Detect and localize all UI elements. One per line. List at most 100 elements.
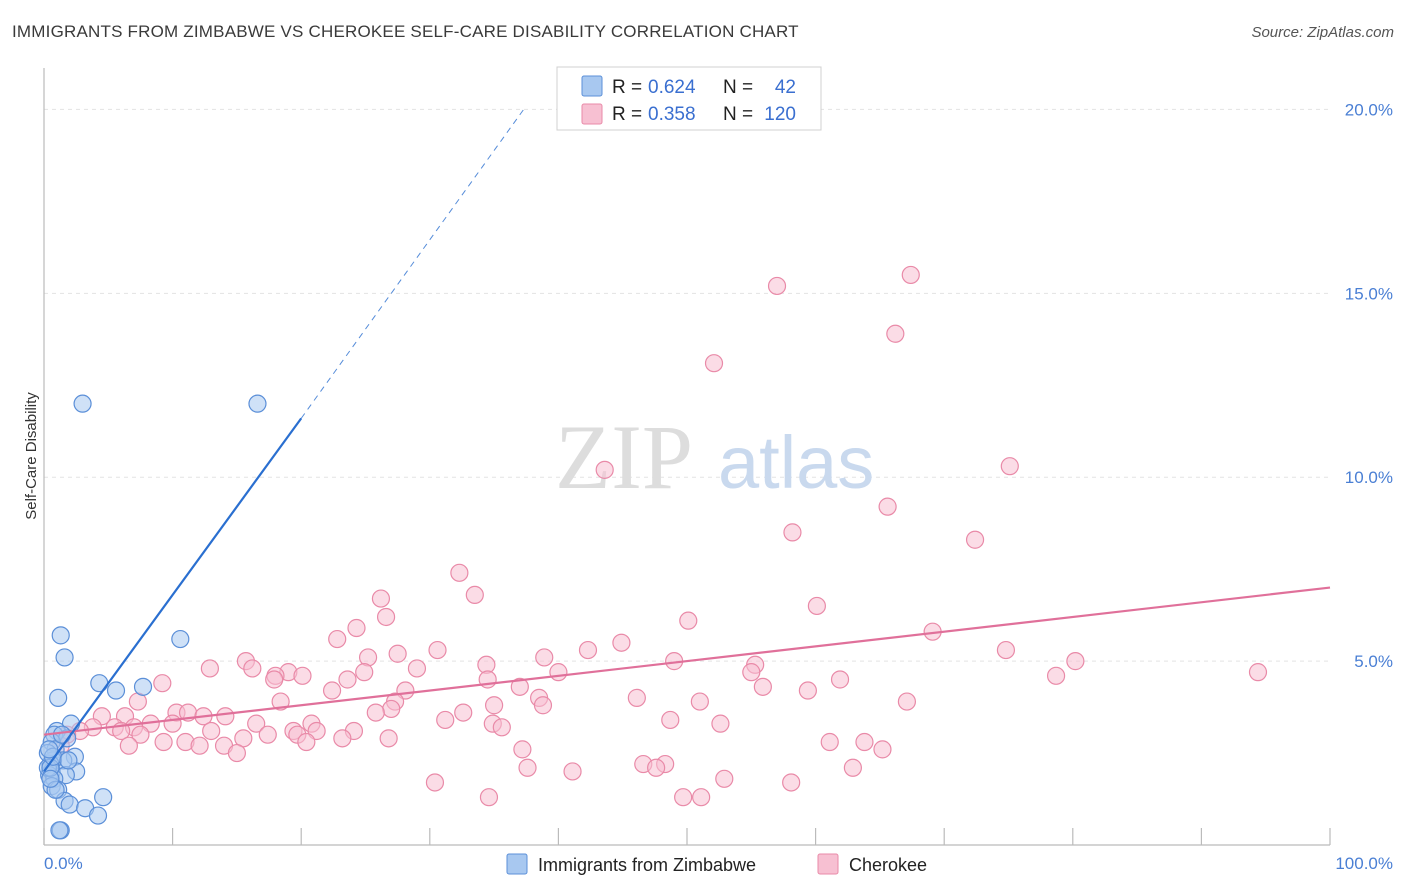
cherokee-point bbox=[376, 607, 396, 627]
zimbabwe-point bbox=[50, 821, 69, 840]
cherokee-points bbox=[51, 265, 1268, 807]
cherokee-point bbox=[647, 758, 666, 777]
cherokee-point bbox=[679, 611, 698, 630]
cherokee-point bbox=[293, 666, 312, 685]
cherokee-point bbox=[227, 743, 246, 763]
cherokee-point bbox=[479, 788, 499, 807]
y-tick-label: 20.0% bbox=[1345, 100, 1393, 119]
trend-lines bbox=[43, 109, 1331, 773]
cherokee-point bbox=[131, 725, 150, 744]
cherokee-point bbox=[510, 677, 529, 696]
cherokee-point bbox=[886, 324, 905, 343]
zimbabwe-point bbox=[133, 677, 153, 696]
legend-r-label-2: R = bbox=[612, 104, 642, 125]
cherokee-point bbox=[563, 762, 582, 781]
watermark-atlas: atlas bbox=[718, 421, 874, 504]
cherokee-point bbox=[428, 640, 447, 660]
cherokee-point bbox=[379, 729, 398, 748]
y-tick-label: 10.0% bbox=[1345, 468, 1393, 487]
cherokee-point bbox=[425, 773, 445, 792]
cherokee-point bbox=[1000, 457, 1019, 476]
bottom-legend-swatch-cherokee bbox=[817, 853, 839, 875]
zimbabwe-point bbox=[106, 681, 126, 700]
zimbabwe-point bbox=[60, 795, 79, 814]
legend-r-value-1: 0.624 bbox=[648, 77, 696, 98]
cherokee-point bbox=[533, 696, 553, 715]
cherokee-point bbox=[366, 703, 385, 722]
zimbabwe-points bbox=[38, 394, 267, 840]
cherokee-point bbox=[347, 618, 366, 638]
cherokee-point bbox=[407, 659, 427, 678]
y-tick-label: 5.0% bbox=[1354, 652, 1393, 671]
cherokee-point bbox=[355, 663, 374, 682]
cherokee-point bbox=[715, 769, 734, 788]
cherokee-point bbox=[873, 740, 892, 759]
cherokee-point bbox=[328, 629, 347, 649]
cherokee-point bbox=[450, 563, 469, 582]
cherokee-point bbox=[965, 530, 985, 549]
cherokee-point bbox=[382, 699, 401, 719]
cherokee-point bbox=[704, 354, 724, 373]
cherokee-point bbox=[485, 696, 504, 715]
cherokee-point bbox=[674, 788, 693, 807]
cherokee-point bbox=[897, 692, 917, 711]
cherokee-point bbox=[690, 692, 709, 711]
cherokee-point bbox=[627, 688, 646, 707]
cherokee-point bbox=[436, 710, 455, 730]
cherokee-point bbox=[465, 585, 484, 605]
cherokee-point bbox=[742, 663, 761, 682]
legend-swatch-zimbabwe bbox=[581, 75, 603, 97]
cherokee-point bbox=[901, 265, 920, 285]
cherokee-point bbox=[767, 276, 787, 296]
bottom-legend-zimbabwe: Immigrants from Zimbabwe bbox=[538, 855, 756, 875]
cherokee-point bbox=[595, 460, 614, 479]
cherokee-point bbox=[247, 714, 266, 733]
cherokee-point bbox=[549, 663, 568, 682]
cherokee-point bbox=[518, 758, 537, 777]
bottom-legend-cherokee: Cherokee bbox=[849, 855, 927, 875]
cherokee-point bbox=[661, 710, 680, 730]
cherokee-point bbox=[807, 596, 826, 616]
cherokee-point bbox=[243, 659, 262, 678]
y-tick-labels: 5.0% 10.0% 15.0% 20.0% bbox=[1345, 100, 1393, 671]
zimbabwe-point bbox=[88, 806, 108, 825]
cherokee-trend-line bbox=[43, 586, 1331, 736]
chart-title: IMMIGRANTS FROM ZIMBABWE VS CHEROKEE SEL… bbox=[12, 22, 799, 41]
cherokee-point bbox=[388, 644, 407, 663]
cherokee-point bbox=[271, 692, 290, 711]
zimbabwe-point bbox=[41, 769, 60, 788]
cherokee-point bbox=[258, 725, 277, 744]
gridlines bbox=[44, 108, 1330, 662]
legend-n-label-2: N = bbox=[723, 104, 753, 125]
cherokee-point bbox=[338, 670, 357, 689]
source-label: Source: ZipAtlas.com bbox=[1251, 24, 1394, 41]
zimbabwe-point bbox=[55, 648, 74, 667]
cherokee-point bbox=[1248, 663, 1268, 682]
cherokee-point bbox=[190, 736, 209, 755]
y-tick-label: 15.0% bbox=[1345, 284, 1393, 303]
cherokee-point bbox=[711, 714, 730, 733]
cherokee-point bbox=[783, 523, 802, 542]
cherokee-point bbox=[578, 640, 598, 660]
zimbabwe-point bbox=[52, 725, 72, 744]
legend-r-value-2: 0.358 bbox=[648, 104, 696, 125]
zimbabwe-trend-line bbox=[43, 417, 303, 773]
bottom-legend-swatch-zimbabwe bbox=[506, 853, 528, 875]
cherokee-point bbox=[843, 758, 862, 777]
zimbabwe-point bbox=[40, 740, 59, 759]
cherokee-point bbox=[333, 729, 352, 748]
cherokee-point bbox=[692, 788, 711, 807]
cherokee-point bbox=[371, 589, 391, 608]
cherokee-point bbox=[153, 674, 172, 693]
legend-n-value-2: 120 bbox=[764, 104, 796, 125]
cherokee-point bbox=[154, 732, 173, 752]
legend-n-value-1: 42 bbox=[775, 77, 796, 98]
zimbabwe-point bbox=[94, 788, 113, 807]
cherokee-point bbox=[513, 740, 532, 759]
zimbabwe-point bbox=[73, 394, 92, 413]
zimbabwe-point bbox=[248, 394, 267, 413]
cherokee-point bbox=[163, 714, 182, 733]
cherokee-point bbox=[265, 670, 284, 689]
cherokee-point bbox=[830, 670, 850, 689]
cherokee-point bbox=[297, 732, 316, 752]
